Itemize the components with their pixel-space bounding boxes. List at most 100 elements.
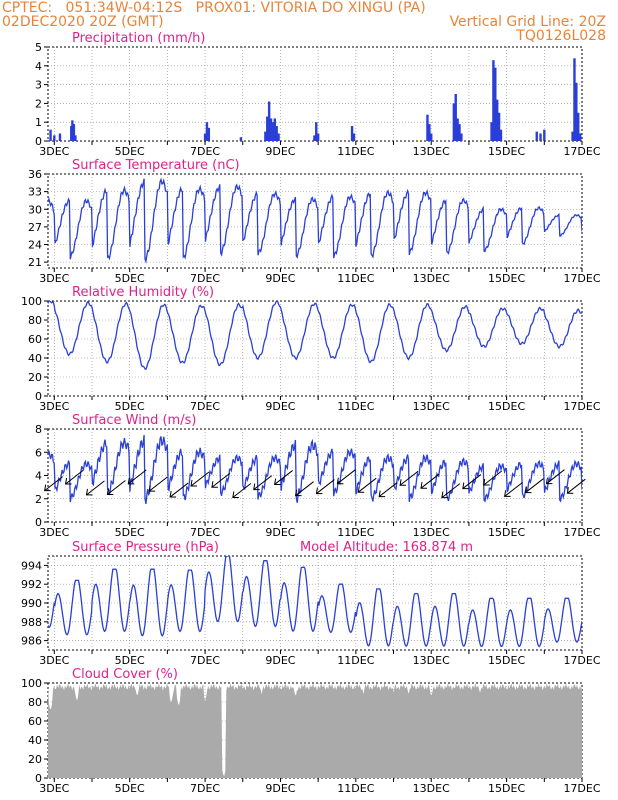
precip-bar [74,135,77,141]
precip-bar [543,129,546,141]
x-tick-label: 15DEC [488,782,525,795]
panel-title: Surface Wind (m/s) [72,413,196,428]
wind-arrow [190,471,210,487]
wind-arrow [85,480,105,496]
x-tick-label: 5DEC [115,526,145,539]
x-tick-label: 15DEC [488,526,525,539]
x-tick-label: 7DEC [190,400,220,413]
precip-bar [313,135,316,141]
precip-bar [492,60,495,141]
panel-pressure: 986 988 990 992 994 3DEC 5DEC 7DEC 9DEC 11DEC 13DE… [21,540,601,667]
precip-bar [273,118,277,141]
precip-bar [269,118,273,141]
y-tick-label: 80 [28,314,42,327]
series-line-wind [48,434,582,505]
x-tick-label: 15DEC [488,654,525,667]
precip-bar [458,124,461,141]
y-tick-label: 20 [28,371,42,384]
y-tick-label: 60 [28,333,42,346]
precip-bar [58,133,62,141]
x-tick-label: 5DEC [115,782,145,795]
precip-bar [577,112,580,141]
precip-bar [460,133,463,141]
x-tick-label: 11DEC [337,400,374,413]
x-tick-label: 7DEC [190,145,220,158]
x-tick-label: 5DEC [115,400,145,413]
precip-bar [271,122,275,141]
panel-temperature: 21 24 27 30 33 36 3DEC 5DEC 7DEC 9DEC 11DEC 13DEC 15… [28,158,601,285]
y-tick-label: 5 [35,41,42,54]
y-tick-label: 80 [28,696,42,709]
wind-arrow [420,473,440,489]
panel-frame [47,46,583,142]
precip-bar [71,120,74,141]
y-tick-label: 992 [21,578,42,591]
precip-bar [315,122,318,141]
panel-frame [47,173,583,269]
panel-title: Cloud Cover (%) [72,667,178,682]
x-tick-label: 13DEC [413,145,450,158]
y-tick-label: 100 [21,677,42,690]
header-model-code: TQ0126L028 [516,28,606,44]
y-tick-label: 4 [35,470,42,483]
x-tick-label: 5DEC [115,272,145,285]
precip-bar [539,133,542,141]
wind-arrow [483,470,503,486]
panel-annotation: Model Altitude: 168.874 m [300,540,473,555]
y-tick-label: 27 [28,221,42,234]
precip-bar [49,129,52,141]
x-tick-label: 11DEC [337,526,374,539]
precip-bar [495,99,499,141]
precip-bar [535,131,538,141]
x-tick-label: 3DEC [39,526,69,539]
y-tick-label: 36 [28,168,42,181]
y-tick-label: 0 [35,772,42,785]
x-tick-label: 15DEC [488,272,525,285]
wind-arrow [44,476,63,492]
wind-arrow [336,469,356,485]
wind-arrow [294,481,314,497]
x-tick-label: 13DEC [413,526,450,539]
x-tick-label: 17DEC [563,400,600,413]
y-tick-label: 2 [35,97,42,110]
wind-arrow [315,479,335,495]
y-tick-label: 988 [21,616,42,629]
y-tick-label: 3 [35,79,42,92]
wind-arrow [504,481,523,497]
y-tick-label: 0 [35,390,42,403]
precip-bar [267,101,271,141]
header-grid-line: Vertical Grid Line: 20Z [449,14,606,30]
wind-arrow [524,478,544,494]
y-tick-label: 21 [28,256,42,269]
precip-bar [203,133,207,141]
x-tick-label: 3DEC [39,272,69,285]
x-tick-label: 9DEC [265,654,295,667]
y-tick-label: 0 [35,516,42,529]
y-tick-label: 994 [21,559,42,572]
precip-bar [275,125,278,141]
y-tick-label: 0 [35,135,42,148]
precip-bar [350,125,354,141]
precip-bar [571,131,574,141]
wind-arrow [148,476,168,492]
x-tick-label: 13DEC [413,400,450,413]
precip-bar [72,124,76,141]
wind-arrow [64,469,84,485]
precip-bar [499,129,503,141]
precip-bar [456,118,459,141]
wind-arrow [357,477,377,493]
panel-title: Surface Temperature (nC) [72,158,240,173]
wind-arrow [232,483,252,499]
y-tick-label: 40 [28,734,42,747]
y-tick-label: 100 [21,295,42,308]
y-tick-label: 1 [35,116,42,129]
x-tick-label: 9DEC [265,526,295,539]
x-tick-label: 9DEC [265,272,295,285]
y-tick-label: 4 [35,60,42,73]
header-date: 02DEC2020 20Z (GMT) [2,14,164,30]
wind-arrow [545,469,565,485]
wind-arrow [274,470,293,485]
precip-bar [426,114,429,141]
precip-bar [239,137,243,141]
